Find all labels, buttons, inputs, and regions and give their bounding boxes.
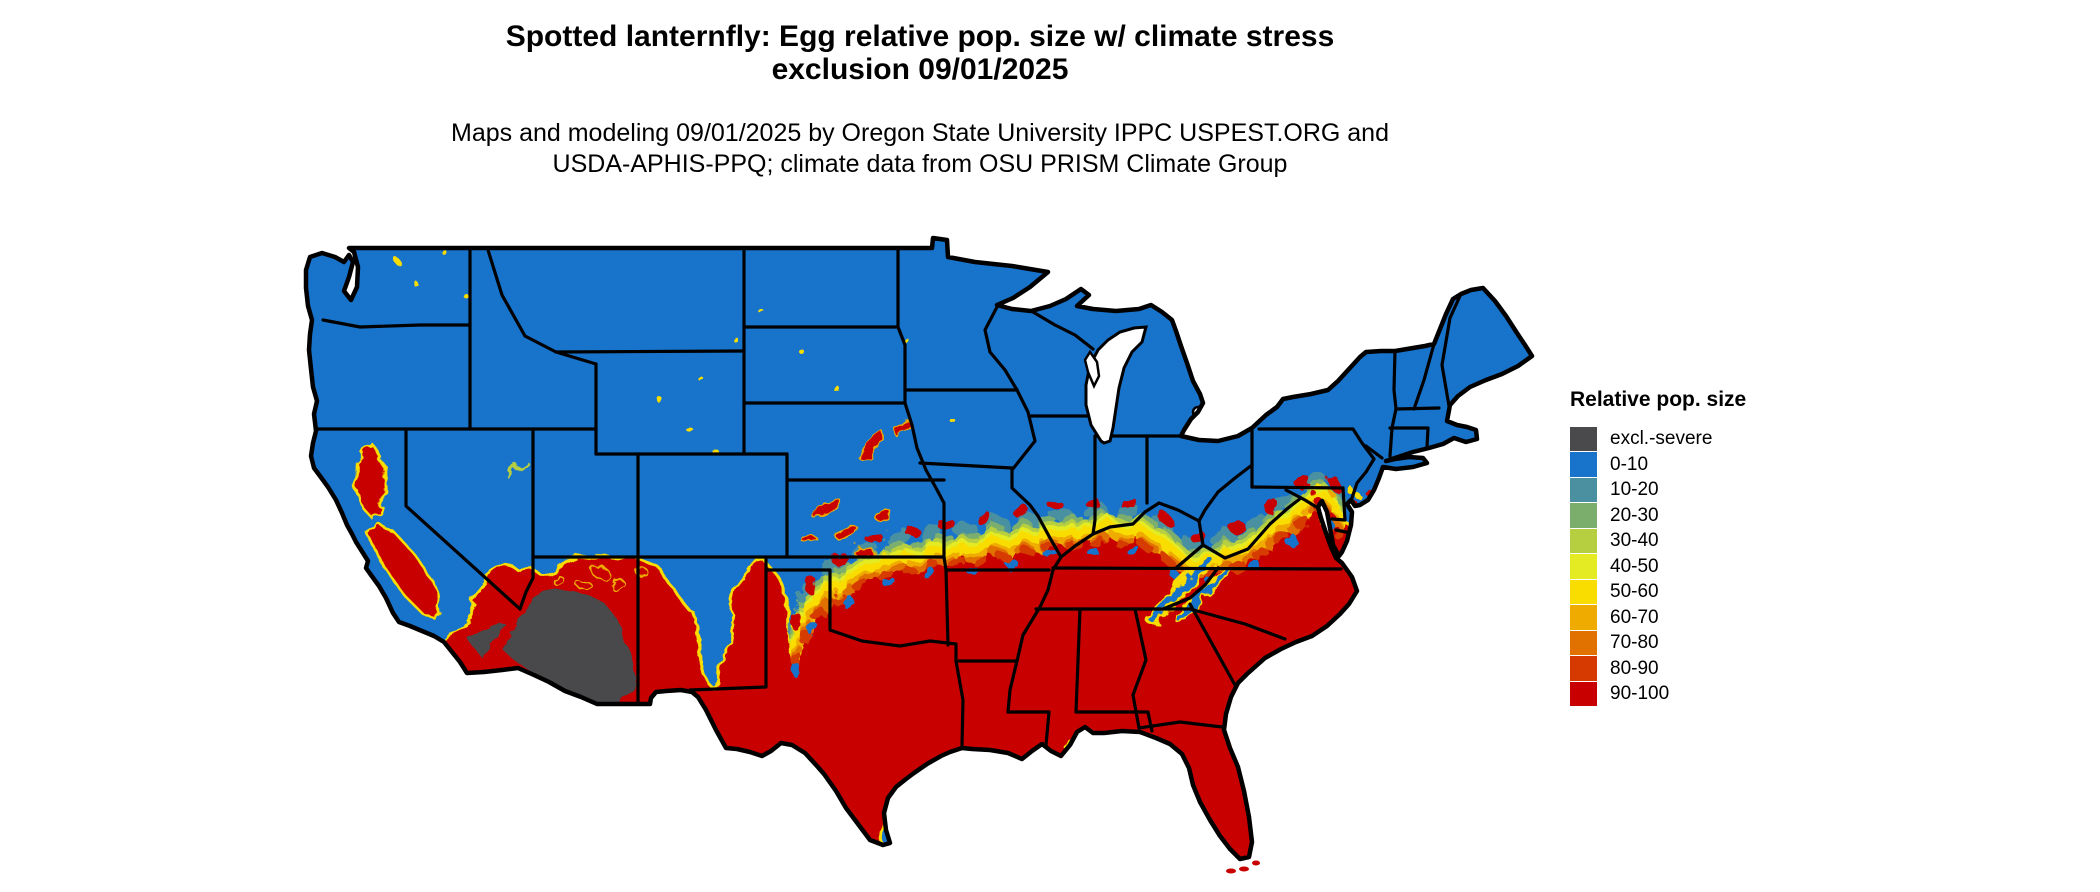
- legend-item-label: 70-80: [1610, 632, 1659, 654]
- legend-items: excl.-severe 0-10 10-20 20-30 30-40 40-50 50-6…: [1570, 426, 1890, 707]
- legend-item: 70-80: [1570, 630, 1890, 656]
- legend-swatch: [1570, 681, 1597, 706]
- map-subtitle-line1: Maps and modeling 09/01/2025 by Oregon S…: [451, 119, 1389, 147]
- legend-item-label: 30-40: [1610, 530, 1659, 552]
- florida-keys: [1226, 860, 1260, 874]
- legend: Relative pop. size excl.-severe 0-10 10-20…: [1570, 388, 1890, 707]
- legend-item-label: 60-70: [1610, 606, 1659, 628]
- legend-swatch: [1570, 528, 1597, 553]
- map-title: Spotted lanternfly: Egg relative pop. si…: [0, 20, 1840, 86]
- map-subtitle: Maps and modeling 09/01/2025 by Oregon S…: [0, 118, 1840, 180]
- legend-item: 20-30: [1570, 503, 1890, 529]
- great-lakes: [1083, 325, 1205, 445]
- legend-item-label: 0-10: [1610, 453, 1649, 475]
- legend-swatch: [1570, 477, 1597, 502]
- mountain-west-speckles: [395, 249, 955, 591]
- legend-swatch: [1570, 503, 1597, 528]
- legend-item: 40-50: [1570, 554, 1890, 580]
- southwest-excluded-region: [468, 587, 638, 705]
- legend-item: 90-100: [1570, 681, 1890, 707]
- legend-item-label: excl.-severe: [1610, 428, 1713, 450]
- legend-item: 50-60: [1570, 579, 1890, 605]
- legend-item-label: 90-100: [1610, 683, 1670, 705]
- legend-swatch: [1570, 426, 1597, 451]
- legend-item: 30-40: [1570, 528, 1890, 554]
- legend-swatch: [1570, 630, 1597, 655]
- legend-swatch: [1570, 554, 1597, 579]
- legend-item-label: 20-30: [1610, 504, 1659, 526]
- legend-swatch: [1570, 452, 1597, 477]
- legend-item: 60-70: [1570, 605, 1890, 631]
- legend-item: 0-10: [1570, 452, 1890, 478]
- legend-item-label: 80-90: [1610, 657, 1659, 679]
- legend-item-label: 10-20: [1610, 479, 1659, 501]
- map-title-line2: exclusion 09/01/2025: [771, 53, 1069, 86]
- legend-swatch: [1570, 579, 1597, 604]
- legend-swatch: [1570, 605, 1597, 630]
- map-title-line1: Spotted lanternfly: Egg relative pop. si…: [505, 20, 1335, 53]
- green-bay: [1083, 349, 1101, 389]
- legend-item-label: 40-50: [1610, 555, 1659, 577]
- legend-title: Relative pop. size: [1570, 388, 1747, 411]
- legend-item: 80-90: [1570, 656, 1890, 682]
- lake-michigan: [1084, 325, 1148, 445]
- state-borders: [315, 246, 1462, 748]
- legend-item-label: 50-60: [1610, 581, 1659, 603]
- central-valley-high-region: [354, 444, 443, 620]
- map-subtitle-line2: USDA-APHIS-PPQ; climate data from OSU PR…: [552, 150, 1288, 178]
- legend-swatch: [1570, 656, 1597, 681]
- legend-item: excl.-severe: [1570, 426, 1890, 452]
- legend-item: 10-20: [1570, 477, 1890, 503]
